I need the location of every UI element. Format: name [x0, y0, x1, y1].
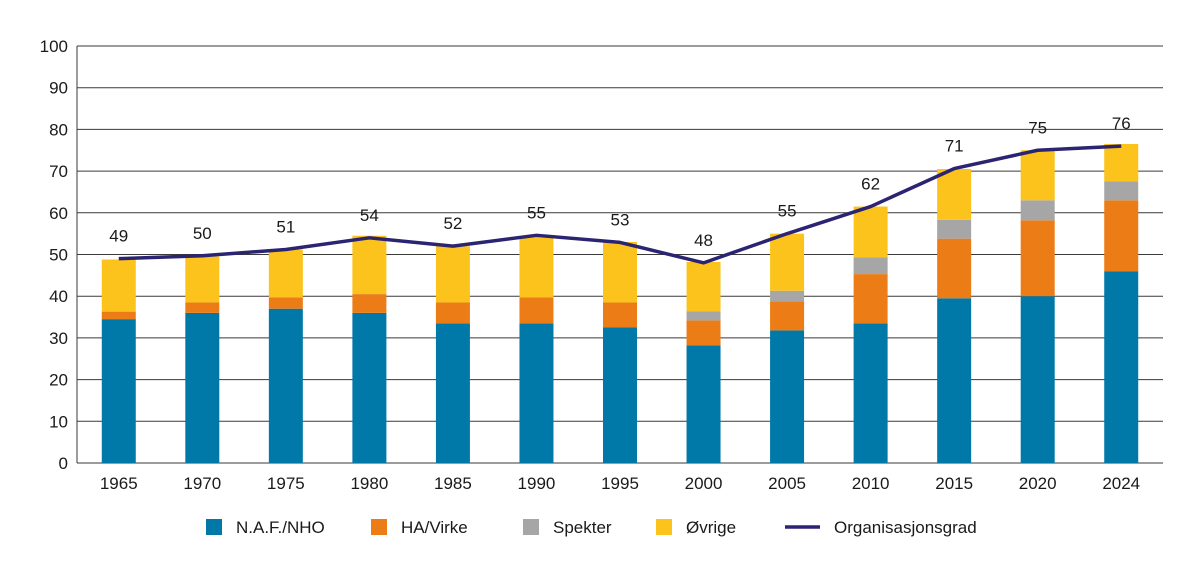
- x-tick-label: 2020: [1019, 474, 1057, 493]
- bar-segment: [1104, 181, 1139, 201]
- y-tick-label: 100: [40, 37, 68, 56]
- y-tick-label: 40: [49, 287, 68, 306]
- legend-label: Organisasjonsgrad: [834, 518, 977, 537]
- x-tick-label: 1975: [267, 474, 305, 493]
- bar-segment: [185, 256, 220, 303]
- data-label: 51: [276, 217, 295, 236]
- bar-segment: [1104, 271, 1139, 463]
- bar-segment: [519, 297, 554, 324]
- x-axis-tick-labels: 1965 1970 1975 1980 1985 1990 1995 2000 2005 2010…: [100, 474, 1140, 493]
- legend-swatch: [656, 519, 672, 535]
- data-label: 75: [1028, 118, 1047, 137]
- bar-segment: [603, 302, 637, 328]
- data-label: 76: [1112, 114, 1131, 133]
- data-label: 50: [193, 224, 212, 243]
- bar-segment: [1104, 143, 1139, 182]
- x-tick-label: 1990: [518, 474, 556, 493]
- bar-segment: [603, 327, 637, 463]
- bar-segment: [519, 323, 554, 463]
- bar-segment: [1020, 296, 1055, 463]
- data-label: 53: [611, 210, 630, 229]
- bar-segment: [686, 320, 721, 346]
- bar-segment: [937, 169, 972, 220]
- data-label: 48: [694, 231, 713, 250]
- y-tick-label: 70: [49, 162, 68, 181]
- bar-segment: [435, 302, 470, 324]
- data-label: 62: [861, 175, 880, 194]
- x-tick-label: 1995: [601, 474, 639, 493]
- bar-segment: [937, 238, 972, 299]
- legend-swatch: [523, 519, 539, 535]
- y-tick-label: 90: [49, 79, 68, 98]
- line-series: [118, 144, 1122, 265]
- x-tick-label: 2000: [685, 474, 723, 493]
- x-tick-label: 2005: [768, 474, 806, 493]
- bar-segment: [1020, 150, 1055, 201]
- y-tick-label: 0: [59, 454, 68, 473]
- bar-segment: [686, 311, 721, 321]
- x-tick-label: 1980: [350, 474, 388, 493]
- x-tick-label: 2010: [852, 474, 890, 493]
- bar-segment: [352, 294, 387, 313]
- bar-segment: [185, 302, 220, 313]
- bar-segment: [268, 297, 303, 309]
- bar-segment: [101, 259, 136, 312]
- bar-segment: [435, 323, 470, 463]
- x-tick-label: 2024: [1102, 474, 1140, 493]
- bar-segment: [603, 241, 637, 303]
- y-tick-label: 60: [49, 204, 68, 223]
- bar-segment: [268, 308, 303, 463]
- bar-segment: [686, 345, 721, 463]
- legend-label: HA/Virke: [401, 518, 468, 537]
- x-tick-label: 1985: [434, 474, 472, 493]
- legend-label: Spekter: [553, 518, 612, 537]
- bar-segment: [435, 246, 470, 303]
- bar-segment: [185, 312, 220, 463]
- bar-segment: [770, 233, 805, 291]
- y-tick-label: 10: [49, 412, 68, 431]
- bar-segment: [770, 330, 805, 463]
- bar-segment: [268, 249, 303, 298]
- data-labels: 49 50 51 54 52 55 53 48 55 62 71 75 76: [109, 114, 1130, 250]
- bar-segment: [937, 298, 972, 463]
- x-tick-label: 1970: [183, 474, 221, 493]
- legend-swatch: [371, 519, 387, 535]
- x-tick-label: 1965: [100, 474, 138, 493]
- y-tick-label: 80: [49, 120, 68, 139]
- bar-segment: [937, 219, 972, 239]
- bar-segment: [101, 311, 136, 320]
- bar-segment: [1104, 200, 1139, 272]
- bar-segment: [853, 274, 888, 324]
- bar-segment: [352, 235, 387, 295]
- bar-segment: [770, 290, 805, 302]
- x-tick-label: 2015: [935, 474, 973, 493]
- data-label: 55: [527, 203, 546, 222]
- legend: N.A.F./NHO HA/Virke Spekter Øvrige Organisas…: [206, 518, 977, 537]
- organisasjonsgrad-line: [118, 144, 1122, 265]
- bar-segment: [1020, 200, 1055, 221]
- bar-segment: [352, 312, 387, 463]
- legend-swatch: [206, 519, 222, 535]
- y-tick-label: 50: [49, 246, 68, 265]
- data-label: 71: [945, 137, 964, 156]
- y-tick-label: 20: [49, 371, 68, 390]
- data-label: 55: [778, 202, 797, 221]
- data-label: 54: [360, 206, 379, 225]
- bar-segment: [853, 323, 888, 463]
- bar-segment: [686, 262, 721, 312]
- bar-segment: [519, 236, 554, 298]
- data-label: 49: [109, 227, 128, 246]
- bars: [101, 143, 1139, 463]
- y-axis-tick-labels: 0 10 20 30 40 50 60 70 80 90 100: [40, 37, 68, 473]
- y-tick-label: 30: [49, 329, 68, 348]
- bar-segment: [770, 301, 805, 331]
- bar-segment: [1020, 220, 1055, 297]
- legend-label: N.A.F./NHO: [236, 518, 325, 537]
- bar-segment: [101, 319, 136, 463]
- data-label: 52: [443, 214, 462, 233]
- bar-segment: [853, 206, 888, 258]
- bar-segment: [853, 257, 888, 275]
- legend-label: Øvrige: [686, 518, 736, 537]
